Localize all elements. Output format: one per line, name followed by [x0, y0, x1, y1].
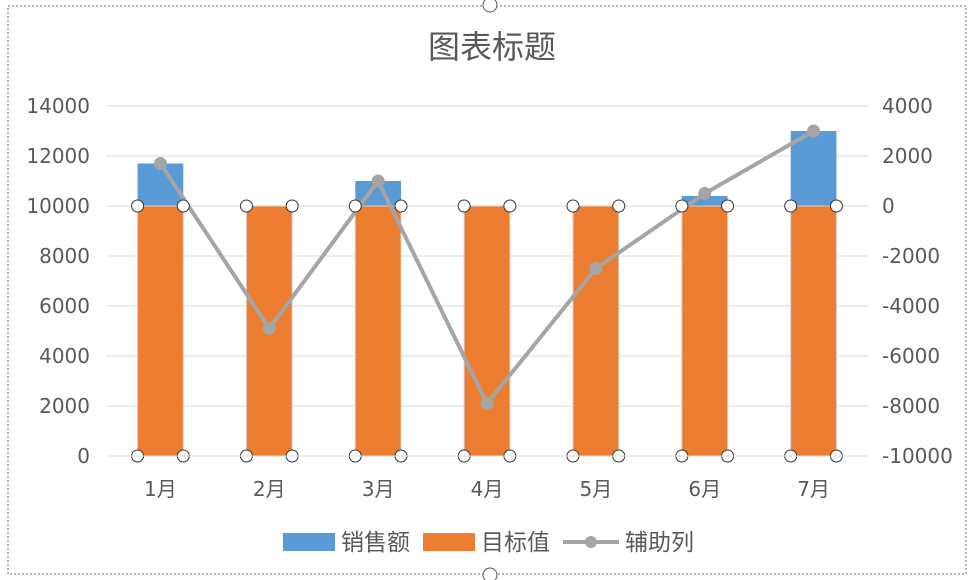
frame-handle-top[interactable]: [482, 0, 498, 13]
y-tick-label: 10000: [26, 194, 90, 218]
y-tick-label: 14000: [26, 94, 90, 118]
selection-handle[interactable]: [131, 199, 145, 213]
y-tick-label: 4000: [39, 344, 90, 368]
x-tick-label: 7月: [797, 477, 830, 501]
y-axis-primary: 0 2000 4000 6000 8000 10000 12000 14000: [26, 94, 90, 468]
y2-tick-label: -6000: [882, 344, 940, 368]
bar-selection-handles: [131, 199, 843, 463]
y-tick-label: 6000: [39, 294, 90, 318]
legend-label: 销售额: [341, 530, 410, 556]
y-tick-label: 2000: [39, 394, 90, 418]
selection-handle[interactable]: [239, 199, 253, 213]
legend-swatch: [423, 533, 475, 551]
bars: [137, 131, 837, 457]
point-aux[interactable]: [153, 157, 167, 170]
y-tick-label: 12000: [26, 144, 90, 168]
line-series: [153, 124, 821, 410]
legend-label: 目标值: [481, 530, 550, 556]
legend-swatch: [283, 533, 335, 551]
x-tick-label: 1月: [144, 477, 177, 501]
y2-tick-label: 2000: [882, 144, 933, 168]
x-tick-label: 6月: [688, 477, 721, 501]
bar-target[interactable]: [354, 205, 402, 457]
x-tick-label: 4月: [471, 477, 504, 501]
legend-swatch-marker: [585, 536, 597, 548]
bar-target[interactable]: [790, 205, 837, 457]
y2-tick-label: -8000: [882, 394, 940, 418]
y2-tick-label: 4000: [882, 94, 933, 118]
x-tick-label: 3月: [362, 477, 395, 501]
selection-handle[interactable]: [394, 199, 408, 213]
y-tick-label: 8000: [39, 244, 90, 268]
selection-handle[interactable]: [348, 199, 362, 213]
selection-handle[interactable]: [285, 199, 299, 213]
selection-handle[interactable]: [829, 199, 843, 213]
bar-target[interactable]: [463, 205, 511, 457]
bar-target[interactable]: [137, 205, 184, 457]
chart-title: 图表标题: [428, 28, 556, 66]
point-aux[interactable]: [589, 262, 603, 275]
y2-tick-label: -4000: [882, 294, 940, 318]
selection-handle[interactable]: [721, 199, 735, 213]
selection-handle[interactable]: [566, 199, 580, 213]
point-aux[interactable]: [698, 187, 712, 200]
x-tick-label: 5月: [579, 477, 612, 501]
selection-handle[interactable]: [503, 199, 517, 213]
point-aux[interactable]: [371, 174, 385, 188]
point-aux[interactable]: [807, 124, 821, 138]
legend: 销售额 目标值 辅助列: [283, 530, 694, 556]
y2-tick-label: -2000: [882, 244, 940, 268]
x-tick-label: 2月: [253, 477, 286, 501]
y-tick-label: 0: [77, 444, 90, 468]
bar-target[interactable]: [572, 205, 620, 457]
selection-handle[interactable]: [675, 199, 689, 213]
selection-handle[interactable]: [612, 199, 626, 213]
selection-handle[interactable]: [176, 199, 190, 213]
point-aux[interactable]: [262, 322, 276, 335]
selection-handle[interactable]: [784, 199, 798, 213]
y2-tick-label: 0: [882, 194, 895, 218]
frame-handle-bottom[interactable]: [482, 567, 498, 580]
legend-label: 辅助列: [625, 530, 694, 556]
point-aux[interactable]: [480, 397, 494, 410]
y2-tick-label: -10000: [882, 444, 953, 468]
selection-handle[interactable]: [457, 199, 471, 213]
y-axis-secondary: -10000 -8000 -6000 -4000 -2000 0 2000 4000: [882, 94, 953, 468]
x-axis: 1月 2月 3月 4月 5月 6月 7月: [106, 455, 868, 501]
bar-target[interactable]: [681, 205, 729, 457]
